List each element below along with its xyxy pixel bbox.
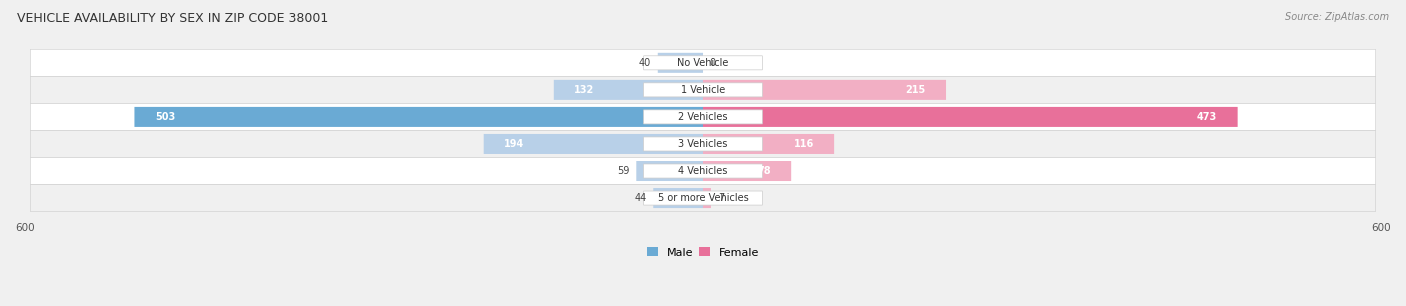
Text: 116: 116 [793, 139, 814, 149]
Text: 215: 215 [905, 85, 925, 95]
Text: 59: 59 [617, 166, 630, 176]
FancyBboxPatch shape [31, 103, 1375, 130]
FancyBboxPatch shape [644, 110, 762, 124]
FancyBboxPatch shape [135, 107, 703, 127]
Text: 5 or more Vehicles: 5 or more Vehicles [658, 193, 748, 203]
FancyBboxPatch shape [637, 161, 703, 181]
FancyBboxPatch shape [703, 107, 1237, 127]
Text: 1 Vehicle: 1 Vehicle [681, 85, 725, 95]
Text: No Vehicle: No Vehicle [678, 58, 728, 68]
FancyBboxPatch shape [31, 76, 1375, 103]
FancyBboxPatch shape [644, 137, 762, 151]
Text: 132: 132 [574, 85, 595, 95]
FancyBboxPatch shape [654, 188, 703, 208]
FancyBboxPatch shape [31, 49, 1375, 76]
Text: 7: 7 [717, 193, 724, 203]
Text: VEHICLE AVAILABILITY BY SEX IN ZIP CODE 38001: VEHICLE AVAILABILITY BY SEX IN ZIP CODE … [17, 12, 328, 25]
FancyBboxPatch shape [554, 80, 703, 100]
Text: 4 Vehicles: 4 Vehicles [678, 166, 728, 176]
Text: 44: 44 [634, 193, 647, 203]
FancyBboxPatch shape [703, 161, 792, 181]
Text: 78: 78 [758, 166, 770, 176]
FancyBboxPatch shape [658, 53, 703, 73]
Text: 3 Vehicles: 3 Vehicles [678, 139, 728, 149]
FancyBboxPatch shape [644, 164, 762, 178]
FancyBboxPatch shape [703, 134, 834, 154]
FancyBboxPatch shape [644, 191, 762, 205]
Text: 0: 0 [710, 58, 716, 68]
Text: Source: ZipAtlas.com: Source: ZipAtlas.com [1285, 12, 1389, 22]
FancyBboxPatch shape [703, 188, 711, 208]
FancyBboxPatch shape [484, 134, 703, 154]
FancyBboxPatch shape [31, 130, 1375, 158]
Text: 503: 503 [155, 112, 176, 122]
Text: 2 Vehicles: 2 Vehicles [678, 112, 728, 122]
Legend: Male, Female: Male, Female [643, 243, 763, 262]
FancyBboxPatch shape [644, 56, 762, 70]
Text: 40: 40 [638, 58, 651, 68]
Text: 194: 194 [505, 139, 524, 149]
FancyBboxPatch shape [31, 185, 1375, 211]
Text: 473: 473 [1197, 112, 1218, 122]
FancyBboxPatch shape [644, 83, 762, 97]
FancyBboxPatch shape [703, 80, 946, 100]
FancyBboxPatch shape [31, 158, 1375, 185]
